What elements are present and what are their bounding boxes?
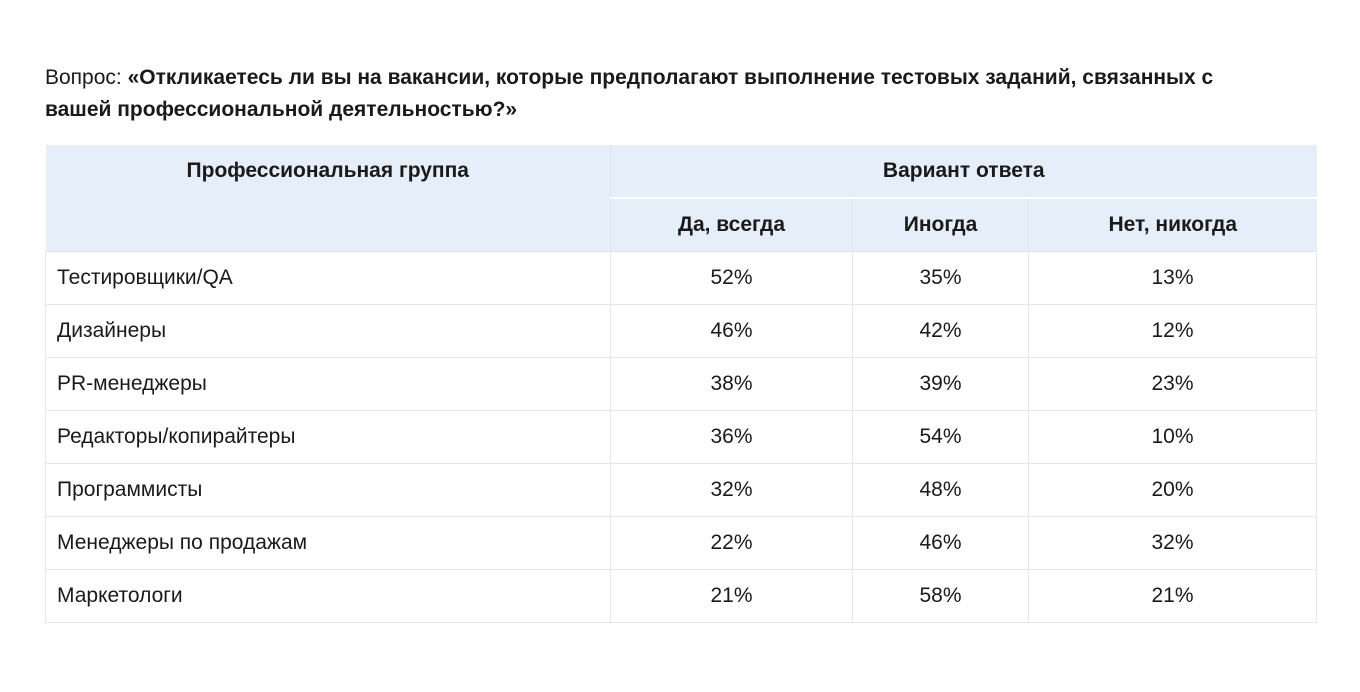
value-no: 13% <box>1027 251 1318 305</box>
answer-variant-header: Вариант ответа <box>609 145 1317 199</box>
value-no: 23% <box>1027 357 1318 411</box>
group-name: Тестировщики/QA <box>45 251 611 305</box>
value-sometimes: 54% <box>852 410 1029 464</box>
value-yes: 21% <box>610 569 853 623</box>
group-name: Редакторы/копирайтеры <box>45 410 611 464</box>
table-row: PR-менеджеры 38% 39% 23% <box>45 357 1318 411</box>
group-name: Дизайнеры <box>45 304 611 358</box>
table-row: Маркетологи 21% 58% 21% <box>45 569 1318 623</box>
value-no: 10% <box>1027 410 1318 464</box>
answer-header-no: Нет, никогда <box>1027 197 1317 252</box>
value-no: 12% <box>1027 304 1318 358</box>
survey-results-table: Профессиональная группа Вариант ответа Д… <box>45 145 1318 623</box>
answer-header-sometimes: Иногда <box>852 197 1029 252</box>
question-prefix: Вопрос: <box>45 66 128 89</box>
survey-question: Вопрос: «Откликаетесь ли вы на вакансии,… <box>45 62 1285 126</box>
answer-header-yes: Да, всегда <box>610 197 853 252</box>
value-yes: 32% <box>610 463 853 517</box>
value-no: 21% <box>1027 569 1318 623</box>
value-yes: 52% <box>610 251 853 305</box>
table-row: Тестировщики/QA 52% 35% 13% <box>45 251 1318 305</box>
table-row: Программисты 32% 48% 20% <box>45 463 1318 517</box>
table-row: Дизайнеры 46% 42% 12% <box>45 304 1318 358</box>
value-yes: 46% <box>610 304 853 358</box>
value-sometimes: 58% <box>852 569 1029 623</box>
value-sometimes: 48% <box>852 463 1029 517</box>
value-yes: 38% <box>610 357 853 411</box>
value-no: 20% <box>1027 463 1318 517</box>
value-sometimes: 39% <box>852 357 1029 411</box>
value-sometimes: 46% <box>852 516 1029 570</box>
group-name: Менеджеры по продажам <box>45 516 611 570</box>
value-no: 32% <box>1027 516 1318 570</box>
table-row: Менеджеры по продажам 22% 46% 32% <box>45 516 1318 570</box>
value-yes: 22% <box>610 516 853 570</box>
group-name: Программисты <box>45 463 611 517</box>
value-sometimes: 35% <box>852 251 1029 305</box>
table-row: Редакторы/копирайтеры 36% 54% 10% <box>45 410 1318 464</box>
question-text: «Откликаетесь ли вы на вакансии, которые… <box>45 66 1214 121</box>
value-sometimes: 42% <box>852 304 1029 358</box>
group-name: Маркетологи <box>45 569 611 623</box>
value-yes: 36% <box>610 410 853 464</box>
group-name: PR-менеджеры <box>45 357 611 411</box>
group-column-header: Профессиональная группа <box>45 145 611 252</box>
